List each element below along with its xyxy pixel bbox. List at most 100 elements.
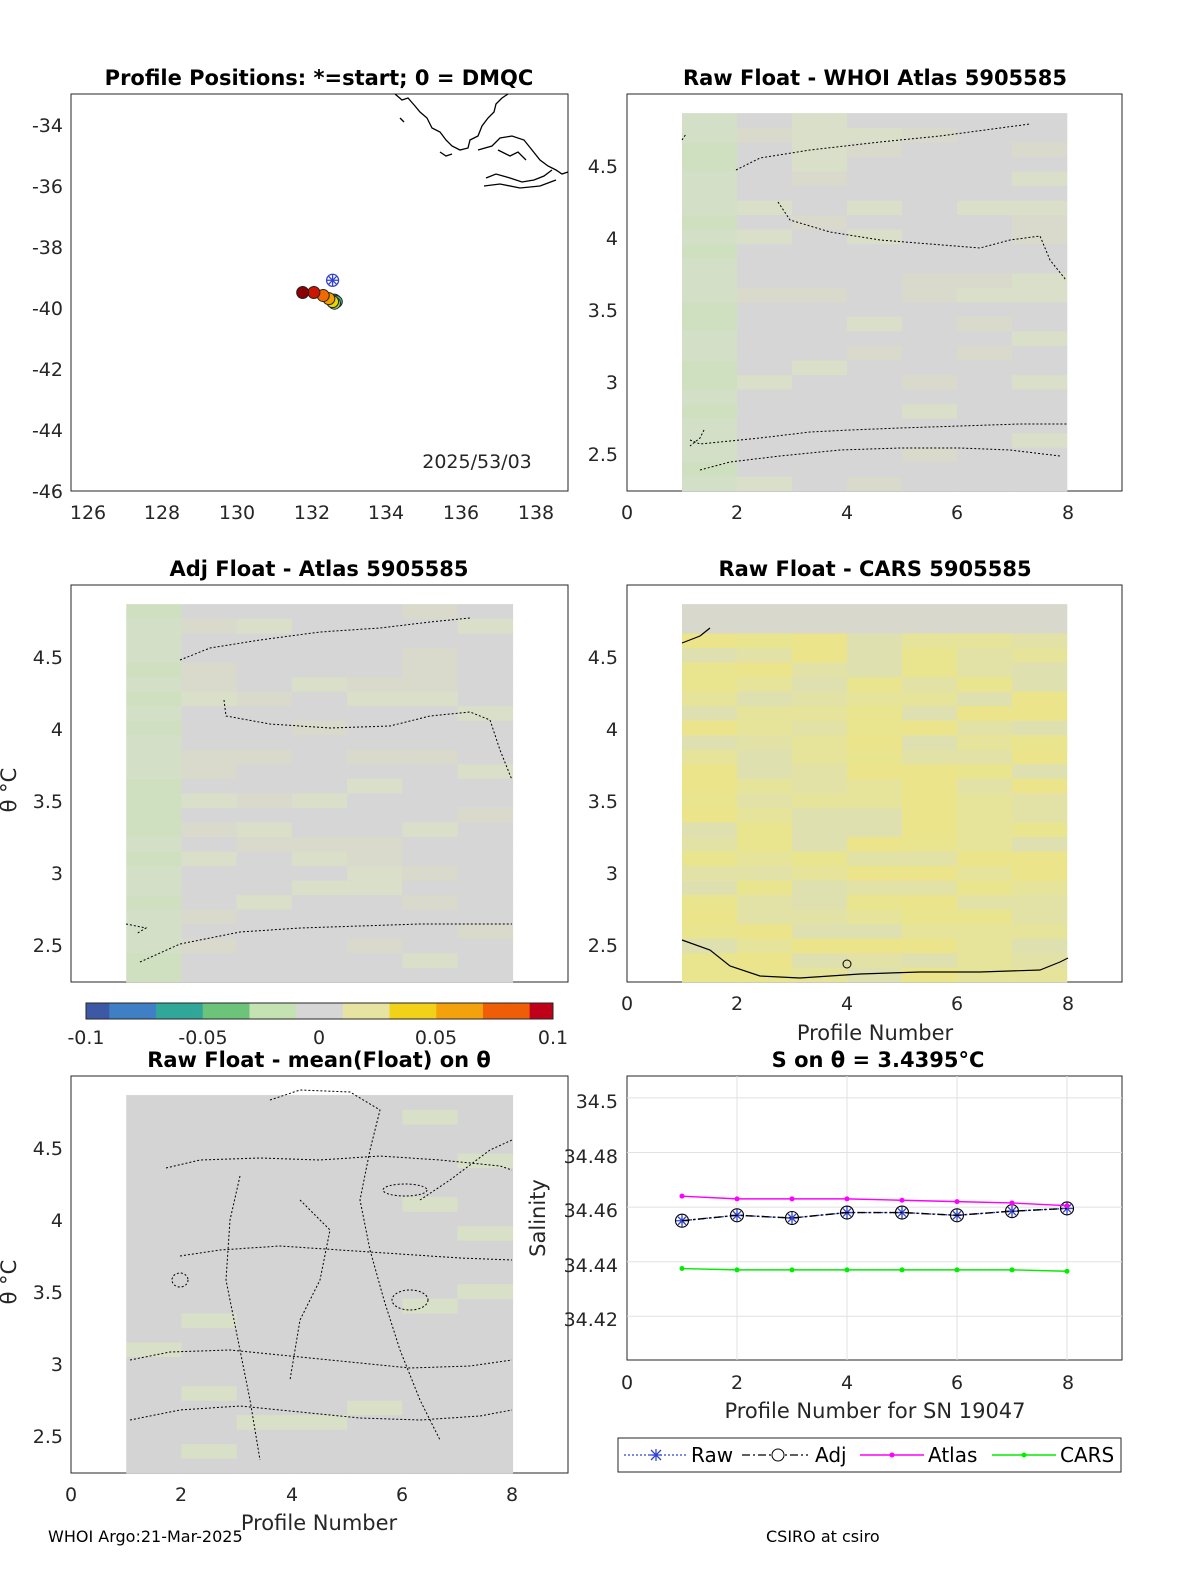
- heatmap-cell: [902, 214, 958, 230]
- colorbar-swatch: [261, 1003, 274, 1019]
- heatmap-cell: [126, 1153, 182, 1169]
- heatmap-cell: [457, 647, 514, 663]
- legend-label-adj: Adj: [815, 1443, 847, 1467]
- heatmap-cell: [682, 185, 738, 201]
- heatmap-cell: [957, 807, 1013, 823]
- heatmap-cell: [737, 200, 793, 216]
- heatmap-cell: [181, 1371, 237, 1387]
- heatmap-cell: [847, 909, 903, 925]
- heatmap-cell: [957, 331, 1013, 346]
- heatmap-cell: [737, 432, 793, 448]
- heatmap-cell: [682, 662, 738, 678]
- heatmap-cell: [902, 763, 958, 779]
- heatmap-cell: [1012, 618, 1068, 634]
- heatmap-cell: [792, 604, 848, 619]
- heatmap-cell: [402, 1385, 458, 1401]
- heatmap-cell: [291, 1313, 348, 1328]
- heatmap-cell: [792, 952, 848, 968]
- heatmap-cell: [402, 676, 458, 692]
- heatmap-cell: [457, 633, 514, 649]
- legend-item-cars: CARS: [992, 1443, 1114, 1467]
- data-point: [1006, 1205, 1018, 1218]
- heatmap-cell: [847, 461, 903, 477]
- heatmap-cell: [792, 618, 848, 634]
- x-tick-label: 132: [294, 502, 330, 524]
- heatmap-cell: [347, 1109, 403, 1125]
- contour-line: [129, 1405, 513, 1421]
- heatmap-cell: [402, 1400, 458, 1416]
- heatmap-cell: [457, 793, 514, 808]
- x-tick-label: 0: [621, 502, 633, 524]
- heatmap-cell: [457, 894, 514, 910]
- heatmap-cell: [792, 793, 848, 808]
- heatmap-cell: [347, 734, 403, 750]
- profile-position-point: [307, 286, 321, 299]
- heatmap-cell: [181, 1124, 237, 1140]
- heatmap-cell: [957, 214, 1013, 230]
- x-tick-label: 8: [1062, 993, 1074, 1015]
- heatmap-cell: [291, 894, 348, 910]
- colorbar-swatch: [296, 1003, 309, 1019]
- heatmap-cell: [737, 967, 793, 983]
- raw-mean-title: Raw Float - mean(Float) on θ: [147, 1048, 491, 1072]
- salinity-panel: 0 2 4 6 8 34.42 34.44 34.46 34.48 34.5 S…: [526, 1075, 1123, 1423]
- heatmap-cell: [291, 1211, 348, 1227]
- data-point: [954, 1199, 960, 1205]
- heatmap-cell: [902, 243, 958, 259]
- heatmap-cell: [347, 1153, 403, 1169]
- heatmap-cell: [847, 360, 903, 376]
- heatmap-cell: [902, 432, 958, 448]
- heatmap-cell: [126, 1371, 182, 1387]
- colorbar-swatch: [272, 1003, 285, 1019]
- heatmap-cell: [957, 461, 1013, 477]
- heatmap-cell: [902, 822, 958, 837]
- heatmap-cell: [737, 778, 793, 794]
- heatmap-cell: [682, 113, 738, 128]
- heatmap-cell: [1012, 662, 1068, 678]
- colorbar-swatch: [214, 1003, 227, 1019]
- heatmap-cell: [457, 1109, 514, 1125]
- heatmap-cell: [902, 345, 958, 361]
- heatmap-cell: [847, 851, 903, 867]
- heatmap-cell: [792, 865, 848, 881]
- heatmap-cell: [737, 807, 793, 823]
- heatmap-cell: [347, 1385, 403, 1401]
- heatmap-cell: [792, 360, 848, 376]
- coastline-segment: [399, 117, 405, 123]
- heatmap-cell: [236, 967, 293, 983]
- colorbar-swatch: [366, 1003, 379, 1019]
- heatmap-cell: [402, 1254, 458, 1270]
- heatmap-cell: [737, 909, 793, 925]
- raw-whoi-cells: [682, 113, 1068, 492]
- heatmap-cell: [682, 272, 738, 288]
- heatmap-cell: [792, 894, 848, 910]
- heatmap-cell: [902, 778, 958, 794]
- heatmap-cell: [457, 836, 514, 852]
- legend-label-atlas: Atlas: [928, 1443, 977, 1467]
- heatmap-cell: [957, 691, 1013, 707]
- heatmap-cell: [236, 1443, 293, 1459]
- heatmap-cell: [1012, 142, 1068, 158]
- heatmap-cell: [291, 1414, 348, 1430]
- heatmap-cell: [402, 822, 458, 837]
- heatmap-cell: [402, 1458, 458, 1474]
- heatmap-cell: [181, 676, 237, 692]
- heatmap-cell: [347, 967, 403, 983]
- heatmap-cell: [792, 185, 848, 201]
- colorbar-swatch: [506, 1003, 519, 1019]
- heatmap-cell: [792, 171, 848, 187]
- heatmap-cell: [902, 705, 958, 721]
- heatmap-cell: [847, 865, 903, 881]
- data-point: [949, 1208, 965, 1223]
- start-asterisk-icon: [326, 274, 339, 287]
- heatmap-cell: [957, 432, 1013, 448]
- heatmap-cell: [402, 1298, 458, 1314]
- heatmap-cell: [1012, 676, 1068, 692]
- heatmap-cell: [902, 952, 958, 968]
- heatmap-cell: [457, 720, 514, 736]
- heatmap-cell: [847, 374, 903, 390]
- raw-mean-contours: [129, 1089, 513, 1461]
- y-tick-label: 34.48: [564, 1146, 618, 1168]
- heatmap-cell: [347, 909, 403, 925]
- heatmap-cell: [1012, 705, 1068, 721]
